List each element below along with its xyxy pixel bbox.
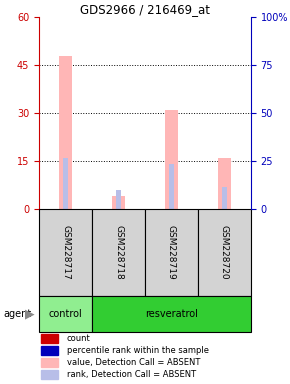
Bar	[39, 209, 92, 296]
Bar	[198, 209, 251, 296]
Bar	[92, 296, 251, 332]
Text: GSM228719: GSM228719	[167, 225, 176, 280]
Text: percentile rank within the sample: percentile rank within the sample	[67, 346, 209, 355]
Title: GDS2966 / 216469_at: GDS2966 / 216469_at	[80, 3, 210, 16]
Text: resveratrol: resveratrol	[145, 309, 198, 319]
Bar	[63, 158, 68, 209]
Text: value, Detection Call = ABSENT: value, Detection Call = ABSENT	[67, 358, 200, 367]
Bar	[41, 346, 58, 355]
Bar	[165, 110, 178, 209]
Bar	[145, 209, 198, 296]
Bar	[112, 197, 125, 209]
Bar	[41, 334, 58, 343]
Text: ▶: ▶	[25, 308, 34, 320]
Text: count: count	[67, 334, 90, 343]
Bar	[41, 370, 58, 379]
Text: GSM228720: GSM228720	[220, 225, 229, 280]
Bar	[41, 358, 58, 367]
Bar	[222, 187, 227, 209]
Bar	[92, 209, 145, 296]
Bar	[218, 158, 231, 209]
Text: GSM228718: GSM228718	[114, 225, 123, 280]
Bar	[169, 164, 174, 209]
Text: control: control	[49, 309, 82, 319]
Text: rank, Detection Call = ABSENT: rank, Detection Call = ABSENT	[67, 370, 196, 379]
Bar	[116, 190, 121, 209]
Text: agent: agent	[3, 309, 31, 319]
Text: GSM228717: GSM228717	[61, 225, 70, 280]
Bar	[39, 296, 92, 332]
Bar	[59, 56, 72, 209]
